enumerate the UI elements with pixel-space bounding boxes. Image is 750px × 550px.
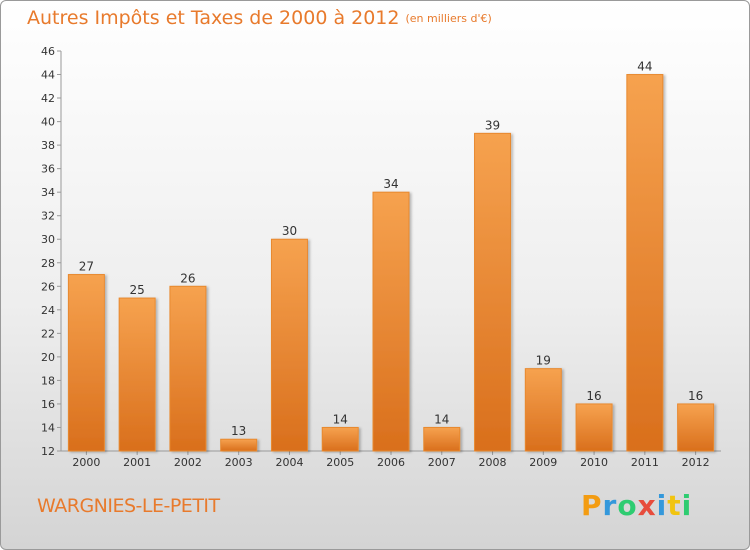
x-tick-label: 2011 <box>631 456 659 469</box>
data-label: 16 <box>586 389 601 403</box>
logo-letter: o <box>617 489 638 522</box>
y-tick-label: 38 <box>41 139 55 152</box>
bar <box>321 426 359 452</box>
x-tick-label: 2005 <box>326 456 354 469</box>
data-label: 25 <box>130 283 145 297</box>
x-tick-label: 2003 <box>225 456 253 469</box>
data-label: 39 <box>485 118 500 132</box>
logo-letter: i <box>681 489 693 522</box>
bar <box>626 74 664 452</box>
x-tick-label: 2009 <box>529 456 557 469</box>
x-tick-label: 2006 <box>377 456 405 469</box>
y-tick-label: 20 <box>41 351 55 364</box>
y-tick-label: 46 <box>41 45 55 58</box>
y-tick-label: 40 <box>41 116 55 129</box>
data-label: 14 <box>333 412 348 426</box>
bar <box>372 191 410 452</box>
y-tick-label: 14 <box>41 421 55 434</box>
data-label: 44 <box>637 60 652 74</box>
data-label: 30 <box>282 224 297 238</box>
chart-title: Autres Impôts et Taxes de 2000 à 2012 (en… <box>27 7 492 29</box>
y-tick-label: 30 <box>41 233 55 246</box>
bar <box>220 438 258 452</box>
labels: 2000 27 2001 25 2002 26 2003 13 2004 30 2005 14 2006… <box>72 60 709 469</box>
proxiti-logo: Proxiti <box>581 489 692 522</box>
chart-title-text: Autres Impôts et Taxes de 2000 à 2012 <box>27 7 400 29</box>
logo-letter: r <box>602 489 618 522</box>
data-label: 14 <box>434 412 449 426</box>
y-tick-label: 34 <box>41 186 55 199</box>
data-label: 34 <box>383 177 398 191</box>
x-tick-label: 2007 <box>428 456 456 469</box>
bar <box>575 403 613 452</box>
y-tick-label: 12 <box>41 445 55 458</box>
x-tick-label: 2010 <box>580 456 608 469</box>
data-label: 13 <box>231 424 246 438</box>
data-label: 27 <box>79 260 94 274</box>
x-tick-label: 2002 <box>174 456 202 469</box>
bar <box>169 285 207 452</box>
y-tick-label: 22 <box>41 327 55 340</box>
bar <box>67 274 105 452</box>
y-tick-label: 42 <box>41 92 55 105</box>
data-label: 26 <box>180 271 195 285</box>
bar <box>118 297 156 452</box>
x-tick-label: 2004 <box>275 456 303 469</box>
bars <box>67 74 715 452</box>
x-tick-label: 2000 <box>72 456 100 469</box>
y-tick-label: 24 <box>41 304 55 317</box>
bar <box>524 368 562 452</box>
y-tick-label: 26 <box>41 280 55 293</box>
y-tick-label: 16 <box>41 398 55 411</box>
bar <box>677 403 715 452</box>
logo-letter: i <box>656 489 668 522</box>
y-tick-label: 18 <box>41 374 55 387</box>
logo-letter: t <box>667 489 682 522</box>
x-tick-label: 2001 <box>123 456 151 469</box>
data-label: 19 <box>536 354 551 368</box>
x-tick-label: 2008 <box>479 456 507 469</box>
logo-letter: P <box>581 489 603 522</box>
bar <box>423 426 461 452</box>
y-tick-label: 36 <box>41 163 55 176</box>
y-tick-label: 28 <box>41 257 55 270</box>
commune-name: WARGNIES-LE-PETIT <box>37 495 220 517</box>
chart-subtitle: (en milliers d'€) <box>405 12 492 25</box>
x-tick-label: 2012 <box>682 456 710 469</box>
bar <box>474 132 512 452</box>
logo-letter: x <box>637 489 657 522</box>
y-tick-label: 32 <box>41 210 55 223</box>
bar <box>270 238 308 452</box>
y-tick-label: 44 <box>41 69 55 82</box>
data-label: 16 <box>688 389 703 403</box>
